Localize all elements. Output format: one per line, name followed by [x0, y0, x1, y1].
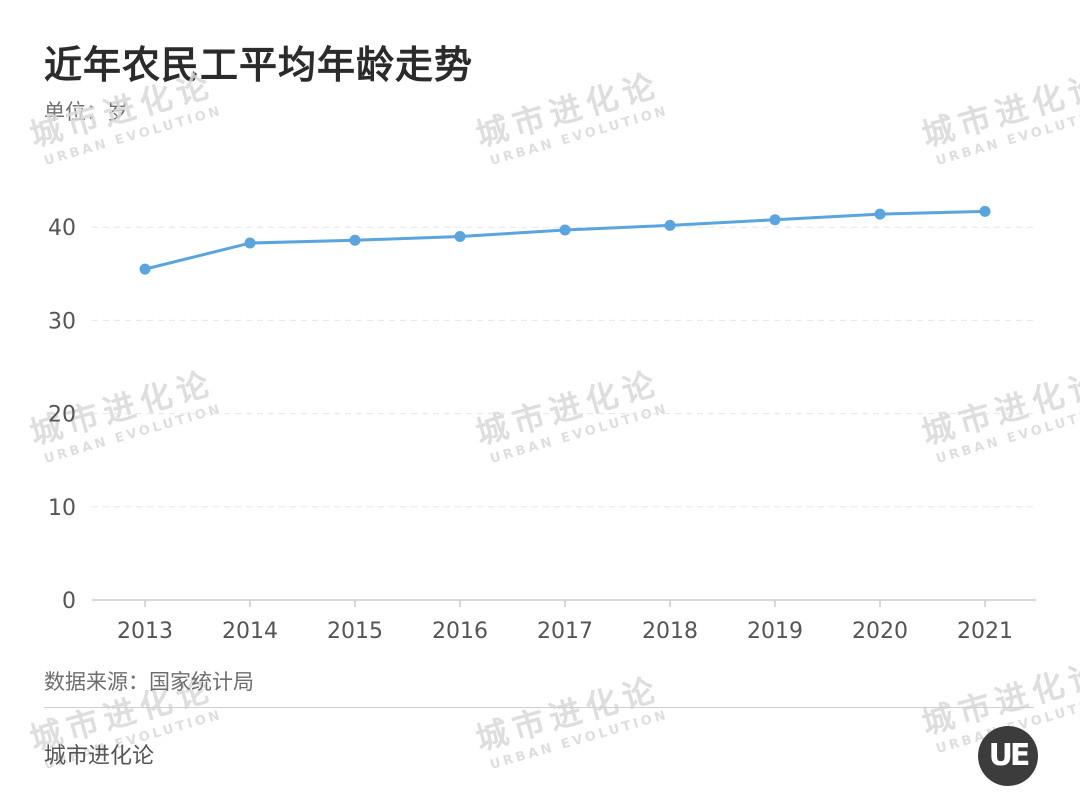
data-point — [244, 237, 256, 249]
y-tick-label: 0 — [62, 589, 76, 614]
y-tick-label: 20 — [48, 403, 76, 428]
y-tick-label: 30 — [48, 309, 76, 334]
x-tick-label: 2021 — [957, 619, 1013, 644]
x-tick-label: 2018 — [642, 619, 698, 644]
brand-logo: UE — [978, 726, 1038, 786]
x-tick-label: 2013 — [117, 619, 173, 644]
chart-title: 近年农民工平均年龄走势 — [44, 43, 474, 87]
x-tick-label: 2015 — [327, 619, 383, 644]
brand-name: 城市进化论 — [44, 744, 155, 769]
data-point — [559, 224, 571, 236]
x-tick-label: 2014 — [222, 619, 278, 644]
footer-divider — [44, 707, 1034, 708]
y-tick-label: 10 — [48, 496, 76, 521]
series-line — [143, 209, 987, 271]
data-point — [139, 263, 151, 275]
data-point — [874, 208, 886, 220]
x-tick-label: 2016 — [432, 619, 488, 644]
data-point — [979, 205, 991, 217]
y-tick-label: 40 — [48, 216, 76, 241]
x-tick-label: 2020 — [852, 619, 908, 644]
data-point — [349, 234, 361, 246]
data-point — [769, 214, 781, 226]
data-source: 数据来源：国家统计局 — [44, 670, 254, 694]
x-tick-label: 2017 — [537, 619, 593, 644]
x-tick-label: 2019 — [747, 619, 803, 644]
unit-label: 单位：岁 — [44, 100, 128, 124]
data-point — [454, 231, 466, 243]
data-point — [664, 219, 676, 231]
